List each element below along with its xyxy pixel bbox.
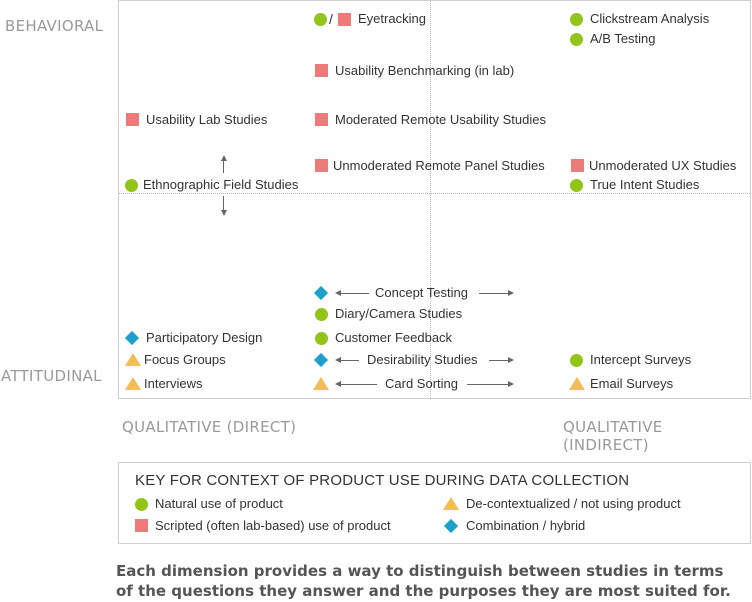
scripted-use-icon: [135, 519, 148, 532]
axis-label-qualitative-direct: QUALITATIVE (DIRECT): [122, 418, 297, 436]
key-label: Natural use of product: [155, 496, 283, 511]
key-label: Combination / hybrid: [466, 518, 586, 533]
arrow-down-icon: [221, 210, 227, 216]
arrow-up-icon: [221, 155, 227, 161]
slash-separator: /: [329, 11, 333, 27]
arrow-line: [339, 360, 359, 361]
method-label: Diary/Camera Studies: [335, 306, 463, 321]
scripted-use-icon: [126, 113, 139, 126]
arrow-right-icon: [508, 357, 514, 363]
horizontal-divider: [119, 193, 750, 194]
method-label: Customer Feedback: [335, 330, 453, 345]
method-label: Intercept Surveys: [590, 352, 692, 367]
method-label: Desirability Studies: [367, 352, 478, 367]
scripted-use-icon: [338, 13, 351, 26]
natural-use-icon: [314, 13, 327, 26]
natural-use-icon: [570, 354, 583, 367]
arrow-line: [339, 293, 369, 294]
method-label: Concept Testing: [375, 285, 468, 300]
scripted-use-icon: [315, 113, 328, 126]
natural-use-icon: [315, 308, 328, 321]
combination-icon: [443, 518, 459, 534]
arrow-line: [489, 360, 509, 361]
natural-use-icon: [570, 179, 583, 192]
method-label: Usability Lab Studies: [146, 112, 268, 127]
natural-use-icon: [315, 332, 328, 345]
arrow-left-icon: [335, 357, 341, 363]
scripted-use-icon: [315, 64, 328, 77]
method-label: Ethnographic Field Studies: [143, 177, 299, 192]
method-label: Clickstream Analysis: [590, 11, 710, 26]
method-label: Focus Groups: [144, 352, 226, 367]
arrow-right-icon: [508, 290, 514, 296]
arrow-line: [339, 384, 377, 385]
method-label: Eyetracking: [358, 11, 426, 26]
natural-use-icon: [125, 179, 138, 192]
method-label: Unmoderated UX Studies: [589, 158, 737, 173]
key-label: De-contextualized / not using product: [466, 496, 681, 511]
method-label: A/B Testing: [590, 31, 656, 46]
natural-use-icon: [135, 498, 148, 511]
combination-icon: [313, 352, 329, 368]
legend-key: KEY FOR CONTEXT OF PRODUCT USE DURING DA…: [118, 462, 751, 544]
arrow-line: [479, 293, 509, 294]
arrow-right-icon: [508, 381, 514, 387]
research-methods-landscape: / Eyetracking Clickstream Analysis A/B T…: [118, 0, 751, 399]
vertical-divider: [430, 1, 431, 398]
method-label: Unmoderated Remote Panel Studies: [333, 158, 545, 173]
caption: Each dimension provides a way to disting…: [116, 562, 731, 600]
decontextualized-icon: [569, 377, 585, 390]
combination-icon: [124, 330, 140, 346]
arrow-left-icon: [335, 381, 341, 387]
method-label: Interviews: [144, 376, 203, 391]
combination-icon: [313, 285, 329, 301]
arrow-line: [223, 196, 224, 211]
scripted-use-icon: [315, 159, 328, 172]
arrow-line: [467, 384, 509, 385]
arrow-line: [223, 159, 224, 173]
natural-use-icon: [570, 33, 583, 46]
natural-use-icon: [570, 13, 583, 26]
method-label: Participatory Design: [146, 330, 263, 345]
axis-label-qualitative-indirect: QUALITATIVE (INDIRECT): [563, 418, 663, 454]
method-label: Card Sorting: [385, 376, 458, 391]
method-label: Usability Benchmarking (in lab): [335, 63, 515, 78]
method-label: Email Surveys: [590, 376, 674, 391]
decontextualized-icon: [443, 497, 459, 510]
axis-label-attitudinal: ATTITUDINAL: [1, 367, 102, 385]
scripted-use-icon: [571, 159, 584, 172]
decontextualized-icon: [313, 377, 329, 390]
arrow-left-icon: [335, 290, 341, 296]
method-label: True Intent Studies: [590, 177, 700, 192]
key-label: Scripted (often lab-based) use of produc…: [155, 518, 391, 533]
decontextualized-icon: [125, 353, 141, 366]
key-title: KEY FOR CONTEXT OF PRODUCT USE DURING DA…: [135, 472, 630, 489]
axis-label-behavioral: BEHAVIORAL: [5, 17, 104, 35]
decontextualized-icon: [125, 377, 141, 390]
method-label: Moderated Remote Usability Studies: [335, 112, 546, 127]
